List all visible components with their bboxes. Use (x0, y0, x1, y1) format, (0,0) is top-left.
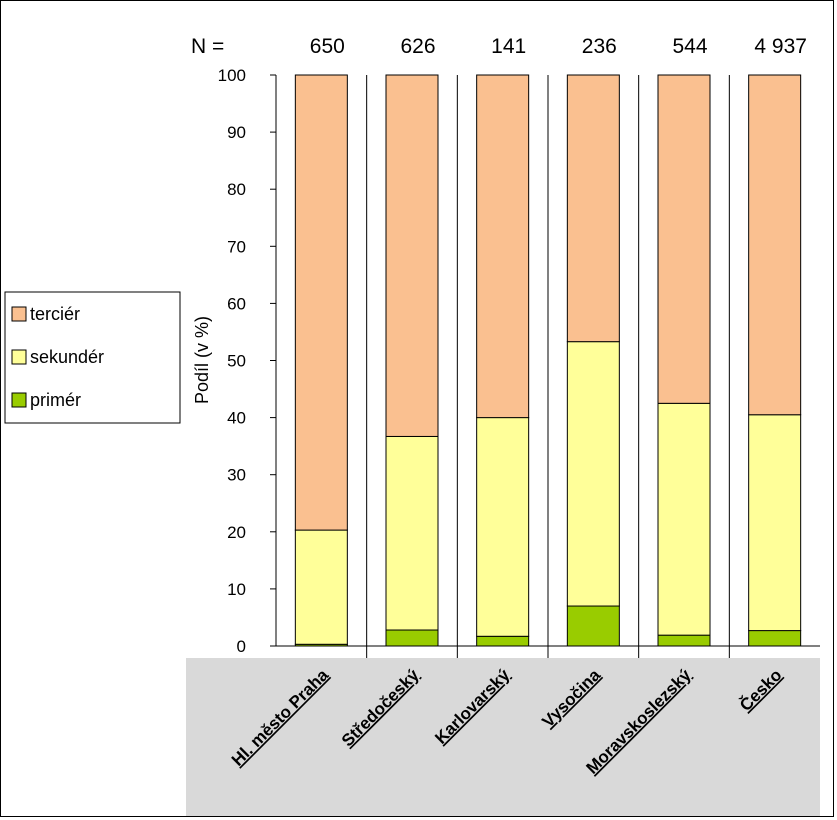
n-value: 236 (582, 35, 617, 58)
y-tick-label: 80 (227, 180, 246, 199)
legend-label: primér (30, 390, 81, 410)
gridlines (366, 75, 730, 658)
bar-segment-sekundér (476, 417, 530, 637)
n-label: N = (191, 35, 224, 58)
bar-segment-terciér (748, 74, 802, 416)
y-tick-label: 70 (227, 237, 246, 256)
n-count-row: N = 650 626 141 236 544 4 937 (191, 35, 807, 58)
y-tick-label: 90 (227, 123, 246, 142)
y-tick-labels: 0 10 20 30 40 50 60 70 80 90 100 (218, 66, 246, 656)
bar-segment-terciér (385, 74, 439, 437)
legend-swatch-sekundér (11, 349, 27, 365)
bar-segment-terciér (476, 74, 530, 419)
bar-segment-primér (476, 635, 530, 647)
legend-swatch-terciér (11, 306, 27, 322)
legend-swatch-primér (11, 392, 27, 408)
bar-segment-sekundér (566, 341, 620, 607)
bar-segment-sekundér (657, 402, 711, 636)
y-tick-label: 20 (227, 523, 246, 542)
n-value: 141 (491, 35, 526, 58)
bar-segment-terciér (566, 74, 620, 343)
bar-segment-primér (657, 634, 711, 647)
y-tick-label: 0 (237, 637, 246, 656)
bar-segment-primér (748, 630, 802, 647)
bar-segment-terciér (294, 74, 348, 531)
legend-label: sekundér (30, 347, 104, 367)
bar-segment-sekundér (385, 435, 439, 631)
y-tick-label: 30 (227, 466, 246, 485)
n-value: 626 (400, 35, 435, 58)
y-tick-label: 100 (218, 66, 246, 85)
y-axis-label: Podíl (v %) (192, 316, 212, 404)
y-tick-label: 10 (227, 580, 246, 599)
legend: terciér sekundér primér (4, 291, 181, 424)
n-value: 4 937 (754, 35, 807, 58)
n-value: 650 (310, 35, 345, 58)
y-tick-label: 40 (227, 409, 246, 428)
bar-segment-terciér (657, 74, 711, 404)
bar-segment-primér (385, 629, 439, 647)
y-tick-label: 60 (227, 294, 246, 313)
bars (294, 74, 802, 647)
axes (270, 74, 820, 647)
category-band (186, 658, 820, 816)
bar-segment-sekundér (748, 414, 802, 632)
bar-segment-sekundér (294, 529, 348, 645)
n-value: 544 (672, 35, 707, 58)
legend-box (4, 291, 181, 424)
bar-segment-primér (566, 605, 620, 647)
y-tick-label: 50 (227, 352, 246, 371)
legend-label: terciér (30, 304, 80, 324)
